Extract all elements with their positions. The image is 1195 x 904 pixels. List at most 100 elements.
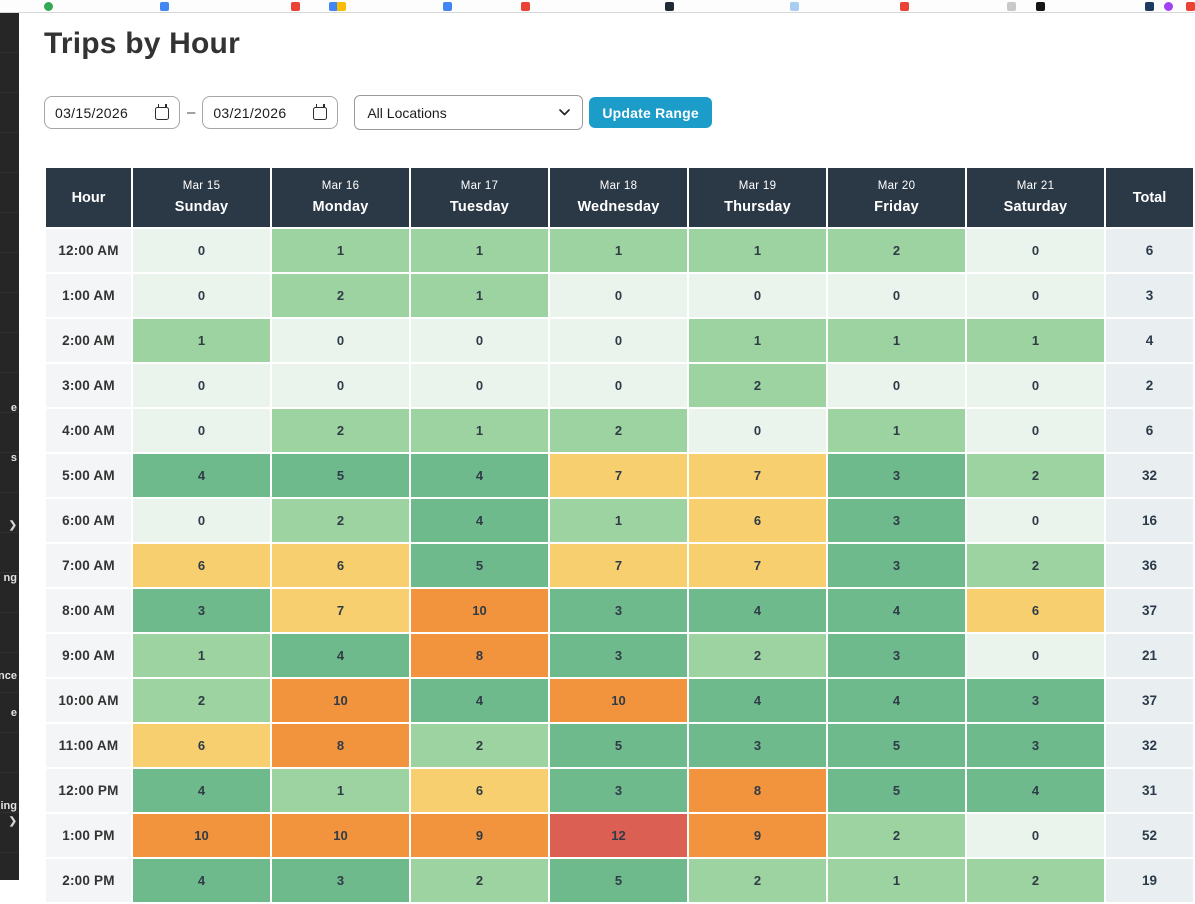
heat-cell: 4 xyxy=(828,589,965,632)
heat-cell: 0 xyxy=(133,499,270,542)
heat-cell: 8 xyxy=(411,634,548,677)
heat-cell: 5 xyxy=(828,769,965,812)
browser-tab-favicon-icon[interactable] xyxy=(291,2,300,11)
heat-cell: 0 xyxy=(133,274,270,317)
heat-cell: 10 xyxy=(272,679,409,722)
heat-cell: 2 xyxy=(272,274,409,317)
update-range-button[interactable]: Update Range xyxy=(589,97,712,128)
col-header-day: Mar 21 Saturday xyxy=(967,168,1104,227)
heat-cell: 4 xyxy=(133,454,270,497)
sidebar-item-label-fragment[interactable]: e xyxy=(10,402,17,414)
heat-cell: 2 xyxy=(272,409,409,452)
heat-cell: 3 xyxy=(828,454,965,497)
heat-cell: 0 xyxy=(550,274,687,317)
browser-tab-favicon-icon[interactable] xyxy=(44,2,53,11)
sidebar-chevron-icon[interactable]: ❯ xyxy=(8,520,17,531)
sidebar-nav[interactable]: e s ❯ ng stance e ling ❯ xyxy=(0,13,19,880)
heat-cell: 0 xyxy=(133,409,270,452)
row-total-value: 19 xyxy=(1106,859,1193,902)
row-hour-label: 7:00 AM xyxy=(46,544,131,587)
row-hour-label: 11:00 AM xyxy=(46,724,131,767)
heat-cell: 9 xyxy=(689,814,826,857)
heat-cell: 5 xyxy=(272,454,409,497)
sidebar-chevron-icon[interactable]: ❯ xyxy=(8,816,17,827)
table-row: 1:00 AM 0 2 1 0 0 0 0 3 xyxy=(46,274,1193,317)
heat-cell: 6 xyxy=(133,544,270,587)
heat-cell: 5 xyxy=(411,544,548,587)
location-select[interactable]: All Locations xyxy=(354,95,584,130)
heat-cell: 1 xyxy=(272,229,409,272)
heat-cell: 3 xyxy=(828,544,965,587)
browser-tab-favicon-icon[interactable] xyxy=(337,2,346,11)
table-row: 7:00 AM 6 6 5 7 7 3 2 36 xyxy=(46,544,1193,587)
heat-cell: 1 xyxy=(133,634,270,677)
browser-tab-strip[interactable] xyxy=(0,0,1195,13)
col-header-hour: Hour xyxy=(46,168,131,227)
browser-tab-favicon-icon[interactable] xyxy=(790,2,799,11)
browser-tab-favicon-icon[interactable] xyxy=(1007,2,1016,11)
heat-cell: 8 xyxy=(272,724,409,767)
row-total-value: 6 xyxy=(1106,409,1193,452)
row-hour-label: 5:00 AM xyxy=(46,454,131,497)
table-row: 1:00 PM 10 10 9 12 9 2 0 52 xyxy=(46,814,1193,857)
end-date-value: 03/21/2026 xyxy=(213,104,287,121)
heat-cell: 1 xyxy=(550,229,687,272)
heat-cell: 5 xyxy=(550,859,687,902)
browser-tab-favicon-icon[interactable] xyxy=(443,2,452,11)
row-hour-label: 1:00 AM xyxy=(46,274,131,317)
browser-tab-favicon-icon[interactable] xyxy=(1145,2,1154,11)
calendar-icon[interactable] xyxy=(313,103,328,120)
heat-cell: 4 xyxy=(272,634,409,677)
heat-cell: 3 xyxy=(272,859,409,902)
col-header-dayname: Tuesday xyxy=(449,199,510,215)
heat-cell: 10 xyxy=(550,679,687,722)
col-header-date: Mar 16 xyxy=(321,180,360,192)
heat-cell: 4 xyxy=(828,679,965,722)
heat-cell: 2 xyxy=(411,724,548,767)
heat-cell: 3 xyxy=(550,634,687,677)
row-total-value: 2 xyxy=(1106,364,1193,407)
row-total-value: 37 xyxy=(1106,589,1193,632)
heat-cell: 6 xyxy=(411,769,548,812)
browser-tab-favicon-icon[interactable] xyxy=(665,2,674,11)
sidebar-item-label-fragment[interactable]: ling xyxy=(0,800,17,812)
heat-cell: 0 xyxy=(967,274,1104,317)
heat-cell: 3 xyxy=(550,589,687,632)
end-date-input[interactable]: 03/21/2026 xyxy=(202,96,339,129)
table-row: 2:00 AM 1 0 0 0 1 1 1 4 xyxy=(46,319,1193,362)
browser-tab-favicon-icon[interactable] xyxy=(521,2,530,11)
row-hour-label: 12:00 PM xyxy=(46,769,131,812)
table-row: 10:00 AM 2 10 4 10 4 4 3 37 xyxy=(46,679,1193,722)
browser-tab-favicon-icon[interactable] xyxy=(900,2,909,11)
row-total-value: 32 xyxy=(1106,724,1193,767)
heat-cell: 2 xyxy=(967,544,1104,587)
heat-cell: 2 xyxy=(828,814,965,857)
row-hour-label: 3:00 AM xyxy=(46,364,131,407)
location-select-value: All Locations xyxy=(367,104,447,121)
browser-tab-favicon-icon[interactable] xyxy=(160,2,169,11)
heat-cell: 0 xyxy=(133,364,270,407)
heat-cell: 0 xyxy=(967,499,1104,542)
browser-tab-favicon-icon[interactable] xyxy=(1186,2,1195,11)
heat-cell: 3 xyxy=(550,769,687,812)
heat-cell: 1 xyxy=(133,319,270,362)
row-hour-label: 10:00 AM xyxy=(46,679,131,722)
heat-cell: 4 xyxy=(411,679,548,722)
heat-cell: 2 xyxy=(967,454,1104,497)
col-header-dayname: Sunday xyxy=(174,199,229,215)
browser-tab-favicon-icon[interactable] xyxy=(1036,2,1045,11)
calendar-icon[interactable] xyxy=(155,103,169,120)
start-date-input[interactable]: 03/15/2026 xyxy=(44,96,180,129)
browser-tab-favicon-icon[interactable] xyxy=(329,2,338,11)
heat-cell: 2 xyxy=(550,409,687,452)
heat-cell: 3 xyxy=(828,634,965,677)
sidebar-item-label-fragment[interactable]: s xyxy=(10,452,17,464)
heat-cell: 7 xyxy=(550,544,687,587)
sidebar-item-label-fragment[interactable]: stance xyxy=(0,670,17,682)
table-row: 12:00 PM 4 1 6 3 8 5 4 31 xyxy=(46,769,1193,812)
sidebar-item-label-fragment[interactable]: e xyxy=(10,707,17,719)
heat-cell: 7 xyxy=(689,544,826,587)
sidebar-item-label-fragment[interactable]: ng xyxy=(3,572,17,584)
browser-tab-favicon-icon[interactable] xyxy=(1164,2,1173,11)
table-header-row: Hour Mar 15 Sunday Mar 16 Monday Mar 17 Tuesda… xyxy=(46,168,1193,227)
